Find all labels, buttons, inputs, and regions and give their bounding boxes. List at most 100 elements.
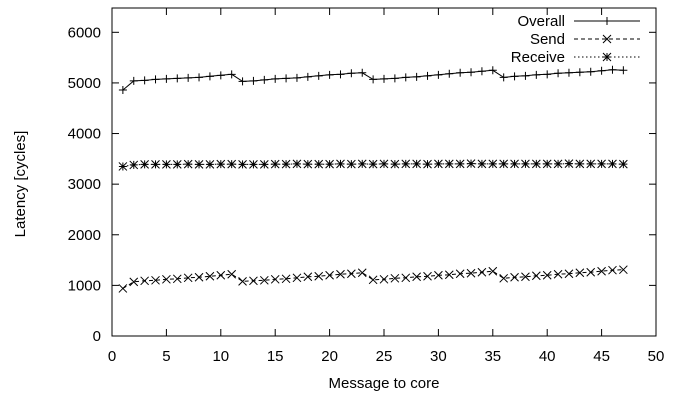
series-send-point: [281, 274, 291, 284]
series-overall-point: [401, 73, 410, 82]
y-tick-label: 3000: [68, 176, 101, 193]
series-receive-point: [412, 159, 421, 169]
series-send-point: [325, 270, 334, 280]
series-overall-point: [423, 71, 432, 80]
y-axis-label: Latency [cycles]: [12, 131, 29, 238]
series-receive-point: [368, 159, 378, 169]
series-overall-point: [608, 65, 617, 74]
legend-marker-send: [602, 34, 612, 44]
series-overall-point: [619, 66, 628, 75]
series-overall-point: [499, 73, 508, 82]
series-receive-point: [357, 159, 367, 169]
series-receive-point: [336, 159, 345, 169]
y-tick-label: 5000: [68, 75, 101, 92]
series-send-point: [314, 271, 324, 281]
series-overall-point: [467, 68, 476, 77]
series-receive-point: [205, 160, 215, 169]
series-send-point: [140, 276, 149, 286]
series-receive-point: [390, 159, 400, 169]
series-receive-point: [194, 160, 204, 169]
series-overall-point: [369, 75, 378, 84]
series-receive-point: [488, 159, 498, 169]
series-overall-point: [521, 71, 530, 80]
series-overall-point: [282, 74, 291, 83]
series-send-point: [216, 270, 226, 280]
series-send-point: [205, 271, 215, 281]
series-receive-point: [401, 159, 411, 169]
series-receive-point: [314, 159, 324, 169]
series-receive-point: [553, 159, 563, 169]
series-send-point: [151, 275, 160, 285]
series-send-point: [238, 276, 247, 286]
series-receive-point: [270, 159, 280, 169]
series-overall-point: [347, 69, 356, 78]
series-receive-point: [140, 160, 149, 169]
series-receive-point: [531, 159, 541, 169]
x-tick-label: 25: [376, 348, 393, 365]
series-overall-point: [380, 74, 388, 83]
series-receive-point: [259, 160, 269, 169]
series-layer: [118, 65, 628, 293]
series-overall-point: [543, 70, 552, 79]
series-overall-point: [597, 66, 606, 75]
series-receive-point: [510, 159, 519, 169]
series-overall-point: [434, 70, 443, 79]
series-overall-point: [575, 68, 584, 77]
series-receive-point: [216, 159, 226, 169]
series-send-point: [531, 271, 541, 281]
series-overall-point: [445, 69, 454, 78]
series-send-point: [390, 273, 400, 283]
series-receive-point: [162, 160, 171, 169]
series-send-point: [183, 273, 193, 283]
series-overall-point: [271, 74, 280, 83]
x-tick-label: 45: [593, 348, 610, 365]
y-tick-label: 4000: [68, 126, 101, 143]
series-send-line: [122, 269, 624, 289]
series-receive-point: [151, 160, 160, 169]
series-send-point: [368, 275, 378, 285]
legend-marker-receive: [602, 52, 612, 62]
series-overall-point: [205, 72, 214, 81]
series-overall-point: [325, 70, 334, 79]
axes: 0 5 10 15 20 25 30 35 40 45 50 0 1000 2000 3000 4000 500…: [68, 7, 664, 365]
series-receive-point: [249, 160, 258, 169]
series-receive-point: [499, 159, 509, 169]
series-send-point: [379, 274, 389, 284]
series-send-point: [292, 273, 302, 283]
series-receive-point: [183, 159, 193, 169]
x-tick-label: 5: [162, 348, 170, 365]
series-send-point: [444, 270, 454, 280]
series-receive-point: [619, 159, 628, 169]
series-receive-point: [542, 159, 552, 169]
series-send-point: [455, 269, 465, 279]
x-tick-label: 15: [267, 348, 284, 365]
series-send-point: [477, 267, 487, 277]
series-receive-point: [455, 159, 465, 169]
series-send-point: [521, 272, 530, 282]
series-overall-point: [162, 74, 171, 83]
series-send-point: [357, 268, 367, 278]
series-receive-point: [227, 159, 237, 169]
x-axis-label: Message to core: [329, 375, 440, 392]
series-send-point: [466, 268, 476, 278]
series-overall-point: [510, 72, 519, 81]
series-overall-point: [390, 74, 399, 83]
series-receive: [118, 159, 628, 171]
series-receive-point: [477, 159, 487, 169]
series-receive-point: [303, 159, 313, 169]
series-overall-point: [195, 73, 204, 82]
series-receive-point: [597, 159, 606, 169]
series-receive-point: [129, 160, 139, 170]
y-tick-label: 1000: [68, 277, 101, 294]
series-overall-point: [488, 66, 497, 75]
series-receive-point: [281, 159, 291, 169]
series-overall-point: [151, 75, 160, 84]
series-receive-point: [564, 159, 574, 169]
series-send-point: [575, 268, 585, 278]
legend-label-send: Send: [530, 31, 565, 48]
x-tick-label: 10: [212, 348, 229, 365]
series-receive-point: [379, 159, 389, 169]
series-overall-point: [118, 86, 127, 95]
